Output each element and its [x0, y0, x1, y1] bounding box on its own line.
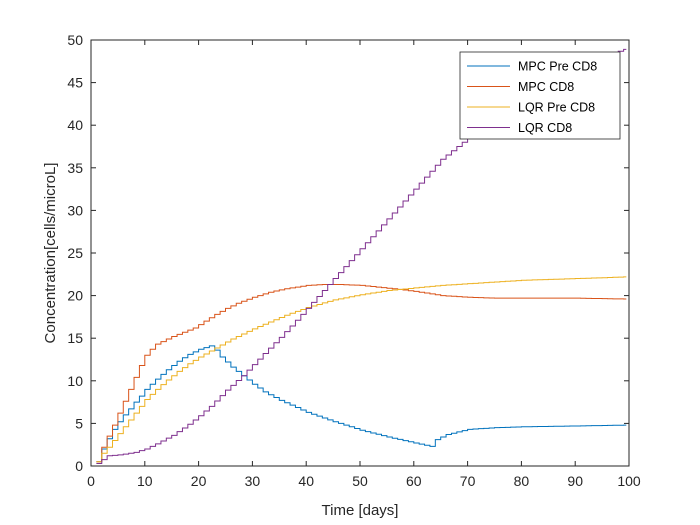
y-tick-label: 10: [67, 373, 83, 389]
y-tick-label: 20: [67, 288, 83, 304]
series-layer: [96, 48, 627, 464]
x-tick-label: 0: [87, 473, 95, 489]
y-tick-label: 50: [67, 32, 83, 48]
legend-label: LQR CD8: [518, 121, 572, 135]
x-tick-label: 100: [617, 473, 641, 489]
legend: MPC Pre CD8 MPC CD8 LQR Pre CD8 LQR CD8: [459, 51, 621, 140]
x-tick-label: 60: [406, 473, 422, 489]
x-tick-label: 70: [460, 473, 476, 489]
y-tick-label: 45: [67, 75, 83, 91]
y-tick-label: 0: [75, 458, 83, 474]
x-tick-label: 50: [352, 473, 368, 489]
y-tick-label: 15: [67, 330, 83, 346]
x-tick-label: 80: [514, 473, 530, 489]
y-tick-label: 40: [67, 117, 83, 133]
y-axis-title: Concentration[cells/microL]: [42, 163, 59, 344]
legend-label: MPC Pre CD8: [518, 60, 597, 74]
x-tick-label: 20: [191, 473, 207, 489]
y-tick-label: 25: [67, 245, 83, 261]
x-axis-title: Time [days]: [322, 502, 399, 519]
y-tick-label: 30: [67, 202, 83, 218]
y-tick-label: 35: [67, 160, 83, 176]
series-line-2: [96, 276, 627, 463]
legend-label: LQR Pre CD8: [518, 101, 595, 115]
series-line-0: [96, 345, 627, 463]
y-tick-label: 5: [75, 415, 83, 431]
legend-entries: MPC Pre CD8 MPC CD8 LQR Pre CD8 LQR CD8: [467, 60, 597, 135]
x-tick-label: 90: [567, 473, 583, 489]
x-tick-label: 40: [298, 473, 314, 489]
x-tick-label: 10: [137, 473, 153, 489]
x-tick-label: 30: [245, 473, 261, 489]
ticks-layer: 0 10 20 30 40 50 60 70 80 90 100 0 5 10 15 20 25 30 35 40 45…: [67, 32, 640, 489]
series-line-1: [96, 284, 627, 463]
legend-label: MPC CD8: [518, 80, 574, 94]
